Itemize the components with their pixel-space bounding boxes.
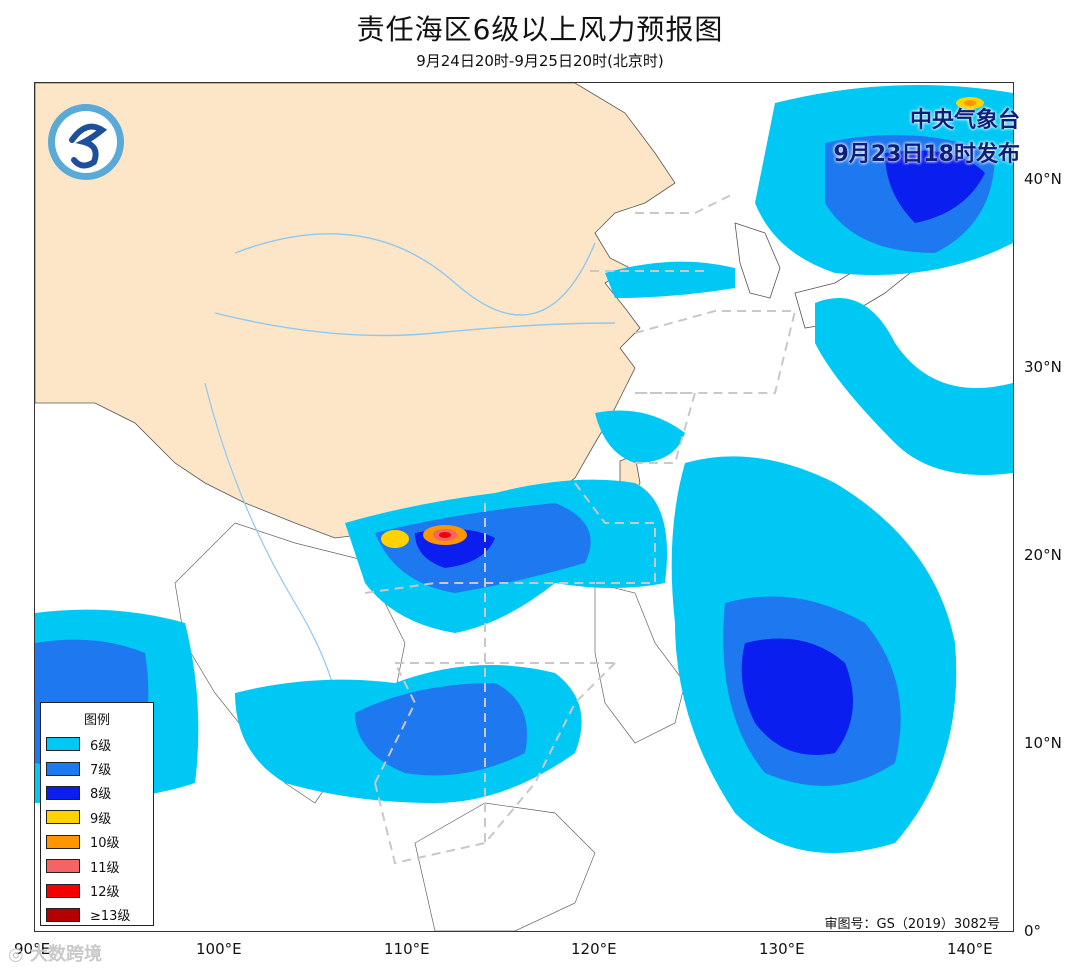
watermark-text: 大数跨境 xyxy=(29,944,102,965)
map-title: 责任海区6级以上风力预报图 xyxy=(356,13,724,46)
legend-item: 9级 xyxy=(41,805,153,829)
lon-label-140e: 140°E xyxy=(947,940,993,958)
lon-label-120e: 120°E xyxy=(571,940,617,958)
legend-item: ≥13级 xyxy=(41,903,153,927)
legend-swatch xyxy=(46,810,80,825)
issue-time: 9月23日18时发布 xyxy=(833,142,1020,167)
lat-label-30n: 30°N xyxy=(1024,358,1062,376)
legend-swatch xyxy=(46,883,80,898)
borneo-outline xyxy=(414,802,596,931)
china-land xyxy=(35,83,676,539)
legend-item: 8级 xyxy=(41,781,153,805)
legend-label: 10级 xyxy=(90,836,120,852)
lat-label-0: 0° xyxy=(1024,922,1042,940)
sea-zone-boundaries xyxy=(364,192,797,865)
legend-swatch xyxy=(46,785,80,800)
cma-logo-icon xyxy=(48,104,124,180)
legend-label: 12级 xyxy=(90,885,120,901)
lon-label-100e: 100°E xyxy=(196,940,242,958)
issuer-name: 中央气象台 xyxy=(909,108,1020,133)
legend-swatch xyxy=(46,859,80,874)
wind-level-high-spots xyxy=(381,97,984,548)
river-yangtze xyxy=(214,312,616,337)
philippines-outline xyxy=(594,582,686,744)
legend-item: 6级 xyxy=(41,732,153,756)
wind-forecast-map xyxy=(35,83,1013,931)
legend-item: 12级 xyxy=(41,878,153,902)
legend-swatch xyxy=(46,761,80,776)
river-yellow xyxy=(234,233,596,316)
lat-label-40n: 40°N xyxy=(1024,170,1062,188)
issuer-block: 中央气象台 9月23日18时发布 xyxy=(833,104,1020,172)
legend-label: 6级 xyxy=(90,738,112,754)
map-area xyxy=(34,82,1014,932)
legend-item: 11级 xyxy=(41,854,153,878)
legend-label: ≥13级 xyxy=(90,909,131,925)
legend: 图例 6级 7级 8级 9级 10级 11级 12级 ≥13级 xyxy=(40,702,154,926)
lon-label-90e: 90°E xyxy=(14,940,51,958)
korea-land xyxy=(734,222,781,299)
legend-label: 7级 xyxy=(90,763,112,779)
lat-label-10n: 10°N xyxy=(1024,734,1062,752)
map-approval-number: 审图号：GS（2019）3082号 xyxy=(824,917,1001,932)
legend-label: 8级 xyxy=(90,787,112,803)
lat-label-20n: 20°N xyxy=(1024,546,1062,564)
lon-label-110e: 110°E xyxy=(384,940,430,958)
lon-label-130e: 130°E xyxy=(759,940,805,958)
legend-item: 10级 xyxy=(41,830,153,854)
legend-label: 9级 xyxy=(90,811,112,827)
legend-swatch xyxy=(46,834,80,849)
legend-swatch xyxy=(46,907,80,922)
map-subtitle: 9月24日20时-9月25日20时(北京时) xyxy=(416,52,664,70)
watermark: ◎ 大数跨境 xyxy=(8,944,102,965)
legend-label: 11级 xyxy=(90,860,120,876)
legend-item: 7级 xyxy=(41,756,153,780)
legend-title: 图例 xyxy=(83,713,110,728)
legend-swatch xyxy=(46,737,80,752)
